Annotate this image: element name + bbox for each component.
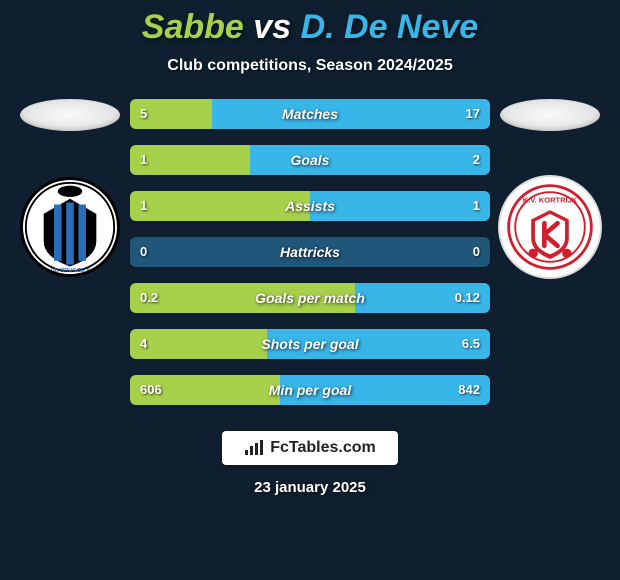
- right-side: K.V. KORTRIJK: [490, 99, 610, 277]
- player2-name: D. De Neve: [301, 8, 479, 46]
- stat-bar: 12Goals: [130, 145, 490, 175]
- stat-bar: 11Assists: [130, 191, 490, 221]
- stat-label: Matches: [130, 99, 490, 129]
- svg-text:CLUB BRUGGE K.V.: CLUB BRUGGE K.V.: [43, 268, 97, 274]
- stat-label: Shots per goal: [130, 329, 490, 359]
- stats-bars: 517Matches 12Goals 11Assists 00Hattricks 0.2…: [130, 99, 490, 405]
- stat-bar: 46.5Shots per goal: [130, 329, 490, 359]
- left-club-logo: CLUB BRUGGE K.V.: [20, 177, 120, 277]
- stat-bar: 0.20.12Goals per match: [130, 283, 490, 313]
- main-content: CLUB BRUGGE K.V. 517Matches 12Goals 11Assi…: [0, 99, 620, 405]
- site-badge: FcTables.com: [222, 431, 398, 465]
- comparison-card: Sabbe vs D. De Neve Club competitions, S…: [0, 0, 620, 580]
- player1-name: Sabbe: [142, 8, 244, 46]
- player2-photo-placeholder: [500, 99, 600, 131]
- stat-label: Assists: [130, 191, 490, 221]
- right-club-logo: K.V. KORTRIJK: [500, 177, 600, 277]
- stat-label: Goals per match: [130, 283, 490, 313]
- stat-bar: 517Matches: [130, 99, 490, 129]
- title: Sabbe vs D. De Neve: [142, 8, 478, 47]
- stat-label: Goals: [130, 145, 490, 175]
- date-text: 23 january 2025: [254, 479, 366, 496]
- chart-icon: [244, 440, 264, 456]
- player1-photo-placeholder: [20, 99, 120, 131]
- stat-label: Hattricks: [130, 237, 490, 267]
- stat-label: Min per goal: [130, 375, 490, 405]
- left-side: CLUB BRUGGE K.V.: [10, 99, 130, 277]
- svg-text:K.V. KORTRIJK: K.V. KORTRIJK: [523, 196, 578, 205]
- stat-bar: 606842Min per goal: [130, 375, 490, 405]
- stat-bar: 00Hattricks: [130, 237, 490, 267]
- subtitle: Club competitions, Season 2024/2025: [167, 57, 452, 75]
- footer: FcTables.com 23 january 2025: [222, 431, 398, 496]
- site-name: FcTables.com: [270, 439, 376, 457]
- vs-text: vs: [253, 8, 291, 46]
